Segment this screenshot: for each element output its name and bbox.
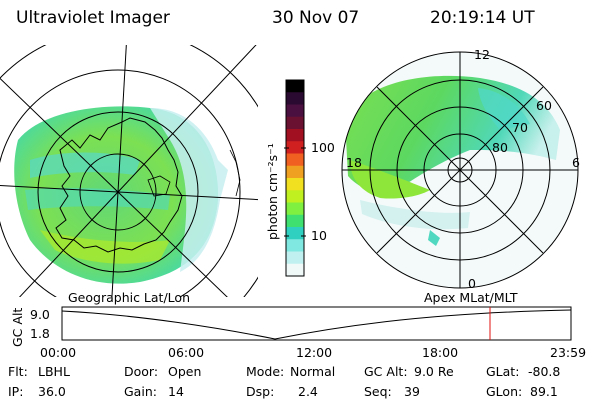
colorbar-segment xyxy=(286,92,304,106)
param-value-door: Open xyxy=(168,364,201,379)
param-label-gc-alt: GC Alt: xyxy=(364,364,408,379)
param-label-seq: Seq: xyxy=(364,384,392,399)
colorbar-segment xyxy=(286,190,304,204)
param-value-seq: 39 xyxy=(404,384,420,399)
mlt-label-12: 12 xyxy=(474,47,490,62)
param-value-dsp: 2.4 xyxy=(298,384,318,399)
timeline-xtick-1200: 12:00 xyxy=(296,345,332,360)
longitude-grid xyxy=(0,45,258,297)
timeline-axis-label: GC Alt xyxy=(10,308,25,347)
colorbar-segment xyxy=(286,202,304,216)
timeline-xtick-1800: 18:00 xyxy=(422,345,458,360)
observation-date: 30 Nov 07 xyxy=(272,8,360,28)
altitude-curve xyxy=(61,309,572,340)
timeline-ytick-1-8: 1.8 xyxy=(30,326,50,341)
mlt-label-6: 6 xyxy=(572,155,580,170)
colorbar-unit-label: photon cm⁻²s⁻¹ xyxy=(265,143,280,240)
antarctica-coastline xyxy=(55,117,183,253)
timeline-xtick-0000: 00:00 xyxy=(40,345,76,360)
param-label-door: Door: xyxy=(124,364,158,379)
param-value-mode: Normal xyxy=(290,364,335,379)
param-label-flt: Flt: xyxy=(8,364,28,379)
colorbar-segment xyxy=(286,251,304,265)
instrument-title: Ultraviolet Imager xyxy=(16,8,170,28)
param-value-ip: 36.0 xyxy=(38,384,66,399)
geographic-projection-label: Geographic Lat/Lon xyxy=(68,290,190,305)
magnetic-projection-label: Apex MLat/MLT xyxy=(424,290,518,305)
mlt-label-0: 0 xyxy=(468,276,476,291)
colorbar-segment xyxy=(286,104,304,118)
geographic-map xyxy=(0,45,258,297)
param-value-gc-alt: 9.0 Re xyxy=(414,364,454,379)
mlt-label-18: 18 xyxy=(346,155,362,170)
colorbar xyxy=(285,79,305,277)
colorbar-tick-marks xyxy=(284,147,306,237)
param-label-glat: GLat: xyxy=(486,364,519,379)
colorbar-tick-10: 10 xyxy=(311,228,327,243)
colorbar-segment xyxy=(286,153,304,167)
param-label-mode: Mode: xyxy=(246,364,284,379)
param-value-glon: 89.1 xyxy=(530,384,558,399)
param-label-gain: Gain: xyxy=(124,384,157,399)
param-label-ip: IP: xyxy=(8,384,23,399)
mlat-label-70: 70 xyxy=(512,120,528,135)
param-label-dsp: Dsp: xyxy=(246,384,274,399)
altitude-timeline: GC Alt 9.0 1.8 00:00 06:00 12:00 18:00 2… xyxy=(10,306,586,360)
param-value-flt: LBHL xyxy=(38,364,70,379)
parameter-footer: Flt: LBHL Door: Open Mode: Normal GC Alt… xyxy=(8,364,560,399)
colorbar-segment xyxy=(286,227,304,240)
timeline-xtick-0600: 06:00 xyxy=(168,345,204,360)
colorbar-segment xyxy=(286,165,304,179)
colorbar-segment xyxy=(286,178,304,191)
mlat-label-60: 60 xyxy=(536,98,552,113)
colorbar-segment xyxy=(286,239,304,253)
colorbar-segment xyxy=(286,116,304,130)
colorbar-segment xyxy=(286,263,304,277)
colorbar-segment xyxy=(286,129,304,142)
colorbar-frame xyxy=(285,79,305,277)
param-label-glon: GLon: xyxy=(486,384,522,399)
colorbar-segment xyxy=(286,141,304,155)
timeline-xtick-2359: 23:59 xyxy=(550,345,586,360)
colorbar-segment xyxy=(286,214,304,228)
timeline-ytick-9: 9.0 xyxy=(30,307,50,322)
observation-time: 20:19:14 UT xyxy=(430,8,535,28)
param-value-glat: -80.8 xyxy=(528,364,560,379)
colorbar-segment xyxy=(286,80,304,93)
colorbar-tick-100: 100 xyxy=(311,140,335,155)
magnetic-map: 12 0 18 6 60 70 80 xyxy=(341,47,580,291)
mlat-label-80: 80 xyxy=(492,140,508,155)
param-value-gain: 14 xyxy=(168,384,184,399)
latitude-grid xyxy=(0,45,258,297)
mlt-grid xyxy=(342,52,578,288)
